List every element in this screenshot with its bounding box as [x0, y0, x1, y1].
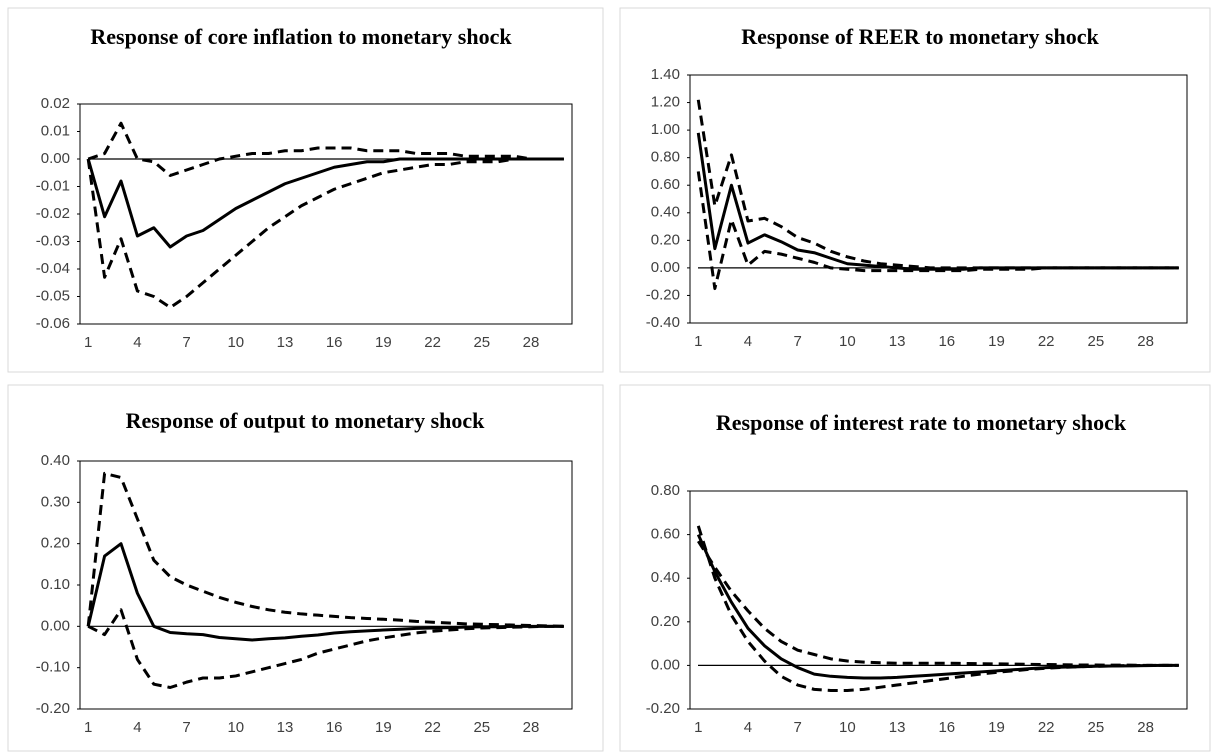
chart-title: Response of core inflation to monetary s…: [90, 24, 512, 49]
x-tick-label: 28: [1137, 719, 1154, 736]
x-tick-label: 10: [227, 334, 244, 351]
y-tick-label: 0.02: [41, 95, 70, 112]
y-tick-label: 0.00: [651, 259, 680, 276]
y-tick-label: -0.02: [36, 205, 70, 222]
y-tick-label: 1.00: [651, 121, 680, 138]
y-tick-label: 0.30: [41, 493, 70, 510]
y-tick-label: -0.20: [646, 286, 680, 303]
y-tick-label: 0.20: [41, 535, 70, 552]
x-tick-label: 25: [473, 334, 490, 351]
chart-title: Response of interest rate to monetary sh…: [715, 410, 1127, 435]
x-tick-label: 4: [744, 333, 752, 350]
y-tick-label: -0.20: [36, 700, 70, 717]
x-tick-label: 10: [839, 333, 856, 350]
panel: [7, 7, 604, 373]
panel: [619, 384, 1211, 752]
panel: [619, 7, 1211, 373]
y-tick-label: -0.10: [36, 659, 70, 676]
chart-title: Response of output to monetary shock: [125, 408, 485, 433]
x-tick-label: 28: [523, 334, 540, 351]
x-tick-label: 10: [227, 719, 244, 736]
y-tick-label: -0.03: [36, 232, 70, 249]
x-tick-label: 19: [988, 333, 1005, 350]
x-tick-label: 1: [84, 334, 92, 351]
x-tick-label: 22: [424, 334, 441, 351]
y-tick-label: 0.80: [651, 482, 680, 499]
x-tick-label: 13: [889, 333, 906, 350]
y-tick-label: 0.80: [651, 149, 680, 166]
y-tick-label: -0.05: [36, 287, 70, 304]
band-line: [87, 608, 564, 690]
band-line: [87, 121, 564, 177]
x-tick-label: 19: [375, 719, 392, 736]
x-tick-label: 19: [988, 719, 1005, 736]
y-tick-label: -0.06: [36, 315, 70, 332]
plot-area: [689, 490, 1188, 710]
band-line: [697, 540, 1179, 667]
x-tick-label: 25: [473, 719, 490, 736]
y-tick-label: 0.40: [651, 204, 680, 221]
x-tick-label: 16: [938, 333, 955, 350]
x-tick-label: 13: [277, 334, 294, 351]
x-tick-label: 10: [839, 719, 856, 736]
x-tick-label: 22: [1038, 719, 1055, 736]
y-tick-label: 1.20: [651, 94, 680, 111]
plot-area: [689, 74, 1188, 324]
x-tick-label: 22: [424, 719, 441, 736]
x-tick-label: 25: [1088, 333, 1105, 350]
x-tick-label: 13: [277, 719, 294, 736]
x-tick-label: 4: [133, 334, 141, 351]
x-tick-label: 4: [133, 719, 141, 736]
band-line: [86, 157, 564, 309]
y-tick-label: 0.00: [41, 617, 70, 634]
band-line: [696, 99, 1179, 270]
y-tick-label: 0.00: [651, 656, 680, 673]
x-tick-label: 19: [375, 334, 392, 351]
y-tick-label: -0.04: [36, 260, 70, 277]
y-tick-label: 0.20: [651, 613, 680, 630]
y-tick-label: -0.01: [36, 177, 70, 194]
x-tick-label: 1: [84, 719, 92, 736]
x-tick-label: 28: [1137, 333, 1154, 350]
x-tick-label: 7: [182, 334, 190, 351]
y-tick-label: 0.40: [41, 452, 70, 469]
x-tick-label: 22: [1038, 333, 1055, 350]
x-tick-label: 16: [326, 334, 343, 351]
y-tick-label: -0.40: [646, 314, 680, 331]
x-tick-label: 7: [794, 719, 802, 736]
panel: [7, 384, 604, 752]
y-tick-label: 0.60: [651, 526, 680, 543]
y-tick-label: -0.20: [646, 700, 680, 717]
chart-title: Response of REER to monetary shock: [741, 24, 1099, 49]
x-tick-label: 25: [1088, 719, 1105, 736]
x-tick-label: 1: [694, 719, 702, 736]
y-tick-label: 0.10: [41, 576, 70, 593]
y-tick-label: 1.40: [651, 66, 680, 83]
x-tick-label: 28: [523, 719, 540, 736]
band-line: [696, 171, 1179, 291]
x-tick-label: 4: [744, 719, 752, 736]
y-tick-label: 0.00: [41, 150, 70, 167]
x-tick-label: 7: [182, 719, 190, 736]
x-tick-label: 7: [794, 333, 802, 350]
response-line: [86, 157, 564, 249]
x-tick-label: 16: [938, 719, 955, 736]
y-tick-label: 0.20: [651, 231, 680, 248]
y-tick-label: 0.40: [651, 569, 680, 586]
y-tick-label: 0.60: [651, 176, 680, 193]
x-tick-label: 13: [889, 719, 906, 736]
band-line: [86, 471, 564, 628]
x-tick-label: 16: [326, 719, 343, 736]
y-tick-label: 0.01: [41, 122, 70, 139]
x-tick-label: 1: [694, 333, 702, 350]
